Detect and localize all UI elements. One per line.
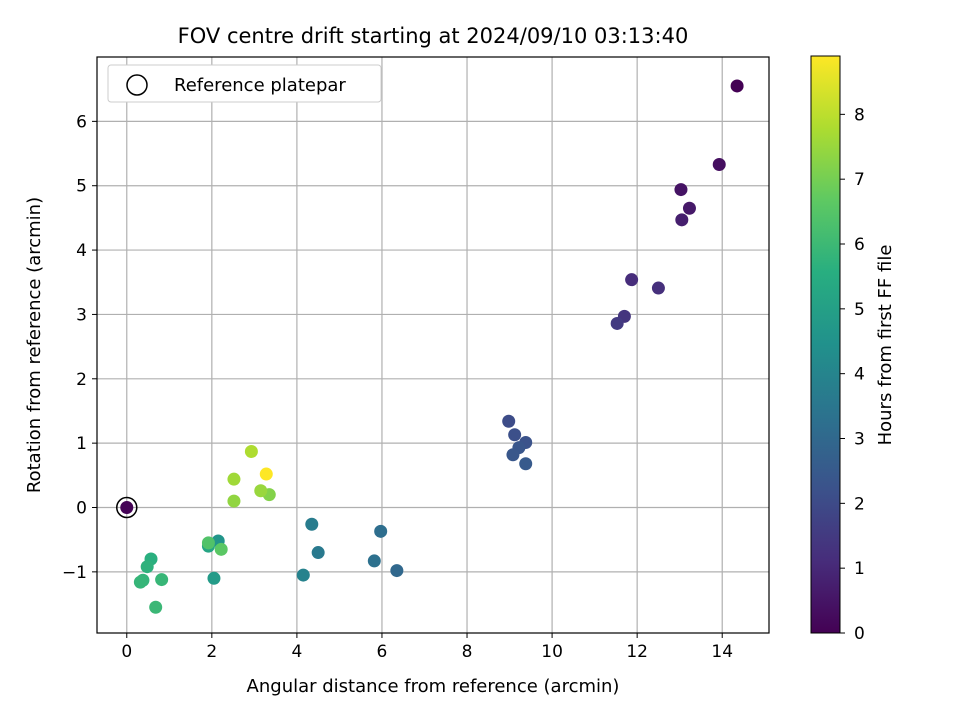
data-point bbox=[155, 573, 169, 587]
reference-platepar-marker bbox=[116, 496, 138, 519]
y-tick-label: 1 bbox=[76, 434, 87, 454]
colorbar-label: Hours from first FF file bbox=[875, 245, 896, 446]
x-tick-label: 14 bbox=[711, 642, 733, 662]
x-tick-label: 12 bbox=[626, 642, 648, 662]
data-point bbox=[730, 79, 744, 93]
colorbar-tick-label: 6 bbox=[854, 235, 865, 255]
data-point bbox=[227, 494, 241, 508]
data-point bbox=[227, 472, 241, 486]
data-point bbox=[207, 571, 221, 585]
colorbar-tick-label: 4 bbox=[854, 365, 865, 385]
data-points bbox=[116, 79, 744, 614]
x-tick-label: 10 bbox=[541, 642, 563, 662]
colorbar-tick-label: 1 bbox=[854, 559, 865, 579]
data-point bbox=[675, 213, 689, 227]
data-point bbox=[502, 414, 516, 428]
colorbar-tick-label: 7 bbox=[854, 170, 865, 190]
plot-area-frame bbox=[96, 56, 770, 634]
x-axis-ticks: 0 2 4 6 8 10 12 14 bbox=[121, 633, 733, 662]
y-tick-label: 4 bbox=[76, 241, 87, 261]
data-point bbox=[674, 183, 688, 197]
y-tick-label: 3 bbox=[76, 305, 87, 325]
legend-box bbox=[107, 64, 382, 103]
colorbar-tick-label: 3 bbox=[854, 430, 865, 450]
x-tick-label: 0 bbox=[121, 642, 132, 662]
y-tick-label: −1 bbox=[62, 563, 87, 583]
x-tick-label: 4 bbox=[291, 642, 302, 662]
colorbar-tick-label: 0 bbox=[854, 624, 865, 644]
x-tick-label: 6 bbox=[377, 642, 388, 662]
data-point bbox=[133, 575, 147, 589]
x-axis-label: Angular distance from reference (arcmin) bbox=[247, 676, 620, 697]
colorbar-gradient bbox=[810, 55, 841, 634]
data-point bbox=[625, 273, 639, 287]
data-point bbox=[140, 560, 154, 574]
legend: Reference platepar bbox=[107, 64, 382, 103]
data-point bbox=[311, 546, 325, 560]
x-tick-label: 8 bbox=[462, 642, 473, 662]
data-point bbox=[214, 542, 228, 556]
data-point bbox=[296, 568, 310, 582]
data-point bbox=[244, 445, 258, 459]
data-point bbox=[506, 448, 520, 462]
colorbar: 0 1 2 3 4 5 6 7 8 Hours from first FF file bbox=[810, 55, 896, 644]
chart-title: FOV centre drift starting at 2024/09/10 … bbox=[178, 24, 689, 48]
y-tick-label: 0 bbox=[76, 499, 87, 519]
legend-marker bbox=[126, 74, 148, 96]
y-axis-ticks: −1 0 1 2 3 4 5 6 bbox=[62, 112, 97, 583]
y-tick-label: 6 bbox=[76, 112, 87, 132]
colorbar-tick-label: 2 bbox=[854, 494, 865, 514]
data-point bbox=[367, 554, 381, 568]
data-point bbox=[712, 157, 726, 171]
data-point bbox=[201, 536, 215, 550]
data-point bbox=[519, 457, 533, 471]
data-point bbox=[149, 600, 163, 614]
data-point bbox=[254, 484, 268, 498]
y-tick-label: 5 bbox=[76, 177, 87, 197]
data-point bbox=[259, 467, 273, 481]
data-point bbox=[374, 524, 388, 538]
colorbar-ticks: 0 1 2 3 4 5 6 7 8 bbox=[840, 105, 865, 644]
y-tick-label: 2 bbox=[76, 370, 87, 390]
data-point bbox=[651, 281, 665, 295]
data-point bbox=[120, 501, 134, 515]
data-point bbox=[610, 316, 624, 330]
grid bbox=[97, 57, 769, 633]
colorbar-tick-label: 8 bbox=[854, 105, 865, 125]
data-point bbox=[682, 201, 696, 215]
data-point bbox=[305, 517, 319, 531]
legend-label: Reference platepar bbox=[174, 75, 346, 96]
x-tick-label: 2 bbox=[206, 642, 217, 662]
data-point bbox=[390, 564, 404, 578]
data-point bbox=[508, 428, 522, 442]
y-axis-label: Rotation from reference (arcmin) bbox=[24, 197, 45, 493]
colorbar-tick-label: 5 bbox=[854, 300, 865, 320]
